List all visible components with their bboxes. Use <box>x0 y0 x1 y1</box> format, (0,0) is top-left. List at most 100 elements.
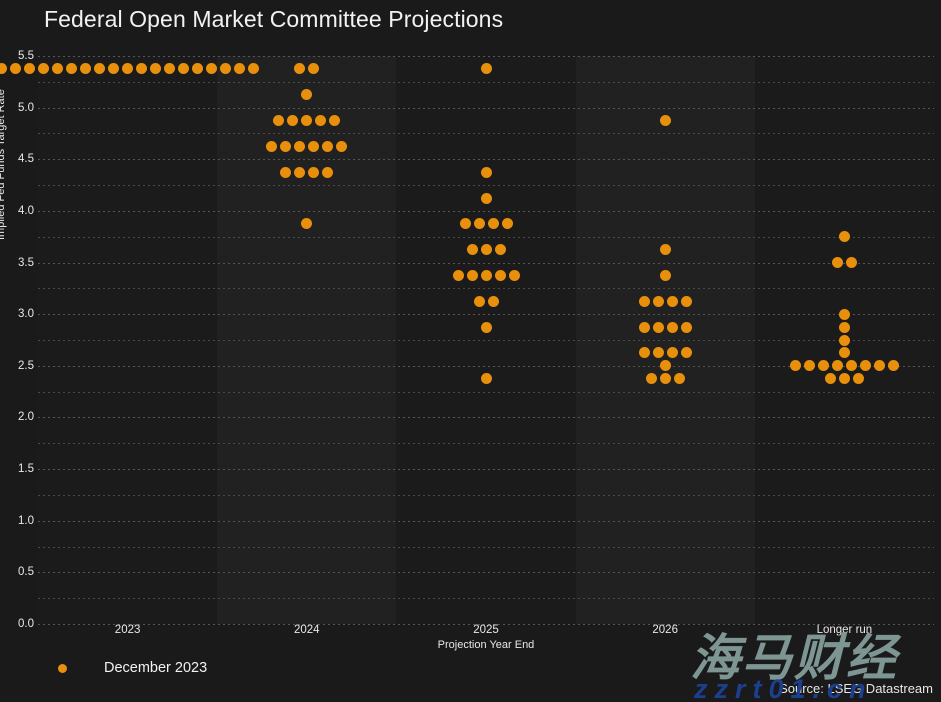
data-point <box>480 63 492 75</box>
data-point <box>638 347 650 359</box>
gridline <box>38 159 934 161</box>
data-point <box>192 63 204 75</box>
data-point <box>301 89 313 101</box>
data-point <box>459 218 471 230</box>
data-point <box>52 63 64 75</box>
data-point <box>294 63 306 75</box>
data-point <box>480 166 492 178</box>
gridline <box>38 494 934 496</box>
gridline <box>38 107 934 109</box>
gridline <box>38 391 934 393</box>
gridline <box>38 314 934 316</box>
gridline <box>38 469 934 471</box>
data-point <box>803 360 815 372</box>
data-point <box>308 166 320 178</box>
data-point <box>666 321 678 333</box>
gridline <box>38 210 934 212</box>
data-point <box>680 321 692 333</box>
chart-title: Federal Open Market Committee Projection… <box>44 6 504 32</box>
data-point <box>831 257 843 269</box>
data-point <box>466 269 478 281</box>
y-axis-tick-label: 2.0 <box>18 411 34 424</box>
data-point <box>301 115 313 127</box>
data-point <box>220 63 232 75</box>
data-point <box>301 218 313 230</box>
data-point <box>38 63 50 75</box>
data-point <box>308 63 320 75</box>
x-axis-tick-label: 2023 <box>114 624 141 636</box>
data-point <box>673 373 685 385</box>
y-axis-tick-label: 0.0 <box>18 618 34 630</box>
data-point <box>873 360 885 372</box>
gridline <box>38 598 934 600</box>
data-point <box>150 63 162 75</box>
data-point <box>824 373 836 385</box>
data-point <box>831 360 843 372</box>
data-point <box>294 140 306 152</box>
data-point <box>329 115 341 127</box>
legend-marker-icon <box>58 663 67 673</box>
data-point <box>473 295 485 307</box>
gridline <box>38 262 934 264</box>
y-axis-tick-label: 2.5 <box>18 359 34 372</box>
y-axis-tick-label: 4.0 <box>18 204 34 217</box>
data-point <box>838 321 850 333</box>
data-point <box>508 269 520 281</box>
gridline <box>38 624 934 625</box>
plot-area <box>0 56 934 625</box>
data-point <box>294 166 306 178</box>
data-point <box>164 63 176 75</box>
data-point <box>859 360 871 372</box>
y-axis-tick-label: 3.5 <box>18 256 34 269</box>
data-point <box>838 347 850 359</box>
y-axis-tick-label: 1.0 <box>18 514 34 527</box>
data-point <box>266 140 278 152</box>
data-point <box>66 63 78 75</box>
data-point <box>308 140 320 152</box>
data-point <box>480 373 492 385</box>
data-point <box>466 244 478 256</box>
source-credit: Source: LSEG Datastream <box>779 681 933 696</box>
data-point <box>838 308 850 320</box>
data-point <box>487 218 499 230</box>
data-point <box>108 63 120 75</box>
y-axis-tick-label: 3.0 <box>18 308 34 321</box>
data-point <box>501 218 513 230</box>
data-point <box>638 321 650 333</box>
data-point <box>480 321 492 333</box>
data-point <box>659 269 671 281</box>
data-point <box>680 347 692 359</box>
data-point <box>638 295 650 307</box>
x-axis-tick-label: 2026 <box>652 624 678 636</box>
data-point <box>273 115 285 127</box>
gridline <box>38 417 934 419</box>
data-point <box>789 360 801 372</box>
data-point <box>178 63 190 75</box>
y-axis-tick-labels: 5.5 5.0 4.5 4.0 3.5 3.0 2.5 2.0 1.5 1.0 0.5 0.0 <box>0 50 34 630</box>
data-point <box>645 373 657 385</box>
data-point <box>336 140 348 152</box>
data-point <box>234 63 246 75</box>
data-point <box>652 321 664 333</box>
data-point <box>838 373 850 385</box>
data-point <box>322 166 334 178</box>
data-point <box>280 140 292 152</box>
data-point <box>122 63 134 75</box>
data-point <box>494 244 506 256</box>
data-point <box>315 115 327 127</box>
data-point <box>80 63 92 75</box>
data-point <box>248 63 260 75</box>
gridline <box>38 572 934 574</box>
y-axis-tick-label: 5.5 <box>18 50 34 62</box>
data-point <box>887 360 899 372</box>
data-point <box>322 140 334 152</box>
x-axis-tick-labels: 2023 2024 2025 2026 Longer run <box>38 624 934 644</box>
legend-item-label: December 2023 <box>104 660 208 676</box>
data-point <box>852 373 864 385</box>
data-point <box>659 360 671 372</box>
data-point <box>652 295 664 307</box>
y-axis-tick-label: 0.5 <box>18 566 34 579</box>
data-point <box>659 115 671 127</box>
data-point <box>659 373 671 385</box>
